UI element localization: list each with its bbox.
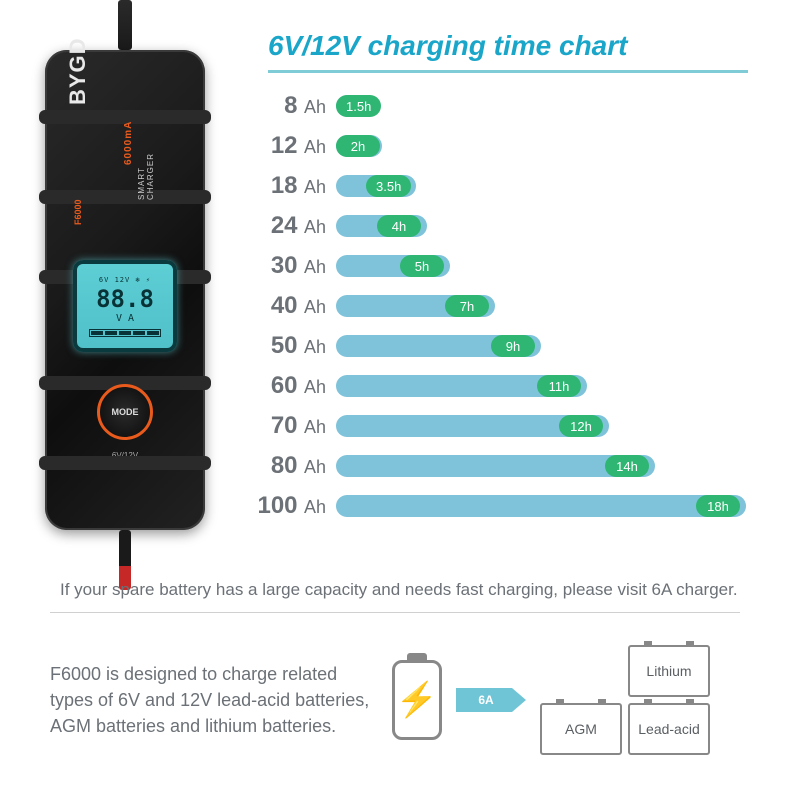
chart-rows: 8 Ah1.5h12 Ah2h18 Ah3.5h24 Ah4h30 Ah5h40… — [240, 89, 760, 523]
bar-wrap: 12h — [336, 415, 760, 437]
bar-time-badge: 9h — [491, 335, 535, 357]
bar-wrap: 4h — [336, 215, 760, 237]
cable-top — [118, 0, 132, 50]
row-capacity-label: 70 Ah — [240, 412, 336, 440]
bar-wrap: 7h — [336, 295, 760, 317]
lcd-digits: 88.8 — [96, 287, 154, 311]
charger-device-illustration: BYGD 6000mA SMART CHARGER F6000 6V 12V ❄… — [45, 20, 205, 560]
row-capacity-label: 24 Ah — [240, 212, 336, 240]
bar-wrap: 3.5h — [336, 175, 760, 197]
chart-row: 8 Ah1.5h — [240, 89, 760, 123]
bar-wrap: 9h — [336, 335, 760, 357]
row-capacity-label: 60 Ah — [240, 372, 336, 400]
device-brand: BYGD — [65, 0, 91, 105]
battery-box-leadacid: Lead-acid — [628, 703, 710, 755]
divider — [50, 612, 740, 613]
arrow-icon: 6A — [456, 685, 526, 715]
row-capacity-label: 12 Ah — [240, 132, 336, 160]
chart-row: 70 Ah 12h — [240, 409, 760, 443]
battery-box-lithium: Lithium — [628, 645, 710, 697]
chart-row: 18 Ah 3.5h — [240, 169, 760, 203]
product-description: F6000 is designed to charge related type… — [50, 661, 370, 739]
battery-bolt-icon: ⚡ — [392, 660, 442, 740]
row-capacity-label: 18 Ah — [240, 172, 336, 200]
row-capacity-label: 50 Ah — [240, 332, 336, 360]
bar-time-badge: 11h — [537, 375, 581, 397]
bar-time-badge: 2h — [336, 135, 380, 157]
mode-button: MODE — [97, 384, 153, 440]
chart-title-underline — [268, 70, 748, 73]
chart-row: 30 Ah 5h — [240, 249, 760, 283]
device-body: BYGD 6000mA SMART CHARGER F6000 6V 12V ❄… — [45, 50, 205, 530]
chart-row: 100 Ah 18h — [240, 489, 760, 523]
bar-time-badge: 3.5h — [366, 175, 411, 197]
lcd-battery-bars — [89, 329, 162, 337]
chart-row: 60 Ah 11h — [240, 369, 760, 403]
bar-time-badge: 14h — [605, 455, 649, 477]
device-subtitle: SMART CHARGER — [137, 132, 155, 200]
chart-row: 12 Ah2h — [240, 129, 760, 163]
row-capacity-label: 8 Ah — [240, 92, 336, 120]
device-current: 6000mA — [123, 121, 134, 165]
mode-label: 6V/12V — [112, 451, 138, 460]
chart-row: 80 Ah 14h — [240, 449, 760, 483]
battery-type-boxes: Lithium AGM Lead-acid — [540, 645, 710, 755]
battery-box-agm: AGM — [540, 703, 622, 755]
row-capacity-label: 100 Ah — [240, 492, 336, 520]
footnote-fast-charging: If your spare battery has a large capaci… — [60, 580, 740, 600]
bar-time-badge: 18h — [696, 495, 740, 517]
lcd-icons: 6V 12V ❄ ⚡ — [99, 276, 151, 284]
chart-row: 50 Ah 9h — [240, 329, 760, 363]
bar-time-badge: 7h — [445, 295, 489, 317]
bar-time-badge: 4h — [377, 215, 421, 237]
device-lcd: 6V 12V ❄ ⚡ 88.8 V A — [73, 260, 177, 352]
chart-row: 40 Ah 7h — [240, 289, 760, 323]
charging-time-chart: 6V/12V charging time chart 8 Ah1.5h12 Ah… — [240, 30, 760, 523]
chart-title: 6V/12V charging time chart — [268, 30, 760, 62]
bar-wrap: 14h — [336, 455, 760, 477]
bottom-section: F6000 is designed to charge related type… — [50, 630, 750, 770]
chart-row: 24 Ah 4h — [240, 209, 760, 243]
bar-time-badge: 1.5h — [336, 95, 381, 117]
bar-wrap: 2h — [336, 135, 760, 157]
arrow-label: 6A — [456, 688, 526, 712]
bar-wrap: 5h — [336, 255, 760, 277]
bar-wrap: 18h — [336, 495, 760, 517]
bar-wrap: 11h — [336, 375, 760, 397]
row-capacity-label: 40 Ah — [240, 292, 336, 320]
device-model: F6000 — [73, 199, 83, 225]
row-capacity-label: 30 Ah — [240, 252, 336, 280]
bar-time-badge: 12h — [559, 415, 603, 437]
bar-background — [336, 495, 746, 517]
lcd-units: V A — [116, 313, 134, 324]
bar-wrap: 1.5h — [336, 95, 760, 117]
row-capacity-label: 80 Ah — [240, 452, 336, 480]
bar-time-badge: 5h — [400, 255, 444, 277]
